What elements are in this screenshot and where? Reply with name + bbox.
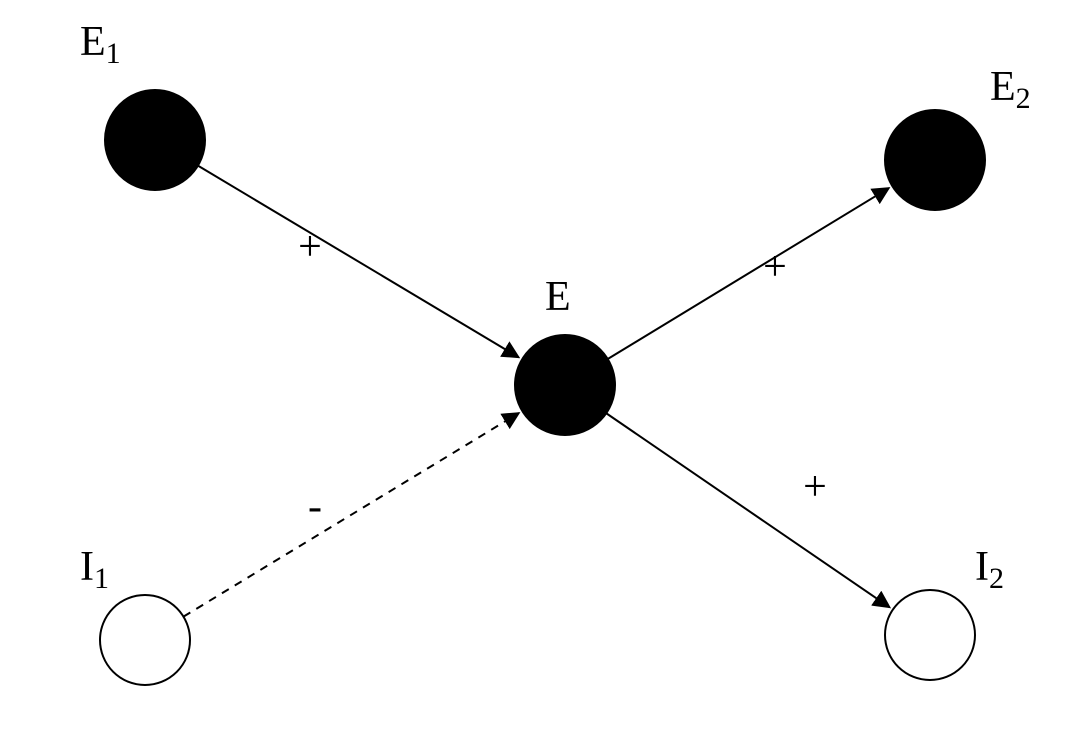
edge-E1-E [198,166,519,358]
edge-label-E-E2: + [763,244,787,290]
node-label-E1: E1 [80,19,121,70]
node-I1 [100,595,190,685]
edge-label-I1-E: - [308,484,322,530]
edge-label-E1-E: + [298,224,322,270]
node-label-I1: I1 [80,544,109,595]
edge-E-E2 [608,188,889,359]
node-label-E2: E2 [990,64,1031,115]
node-label-I2: I2 [975,544,1004,595]
edge-I1-E [183,413,518,617]
edge-E-I2 [606,413,889,607]
node-E2 [885,110,985,210]
node-label-E: E [545,274,571,320]
node-E1 [105,90,205,190]
edge-label-E-I2: + [803,464,827,510]
node-I2 [885,590,975,680]
node-E [515,335,615,435]
